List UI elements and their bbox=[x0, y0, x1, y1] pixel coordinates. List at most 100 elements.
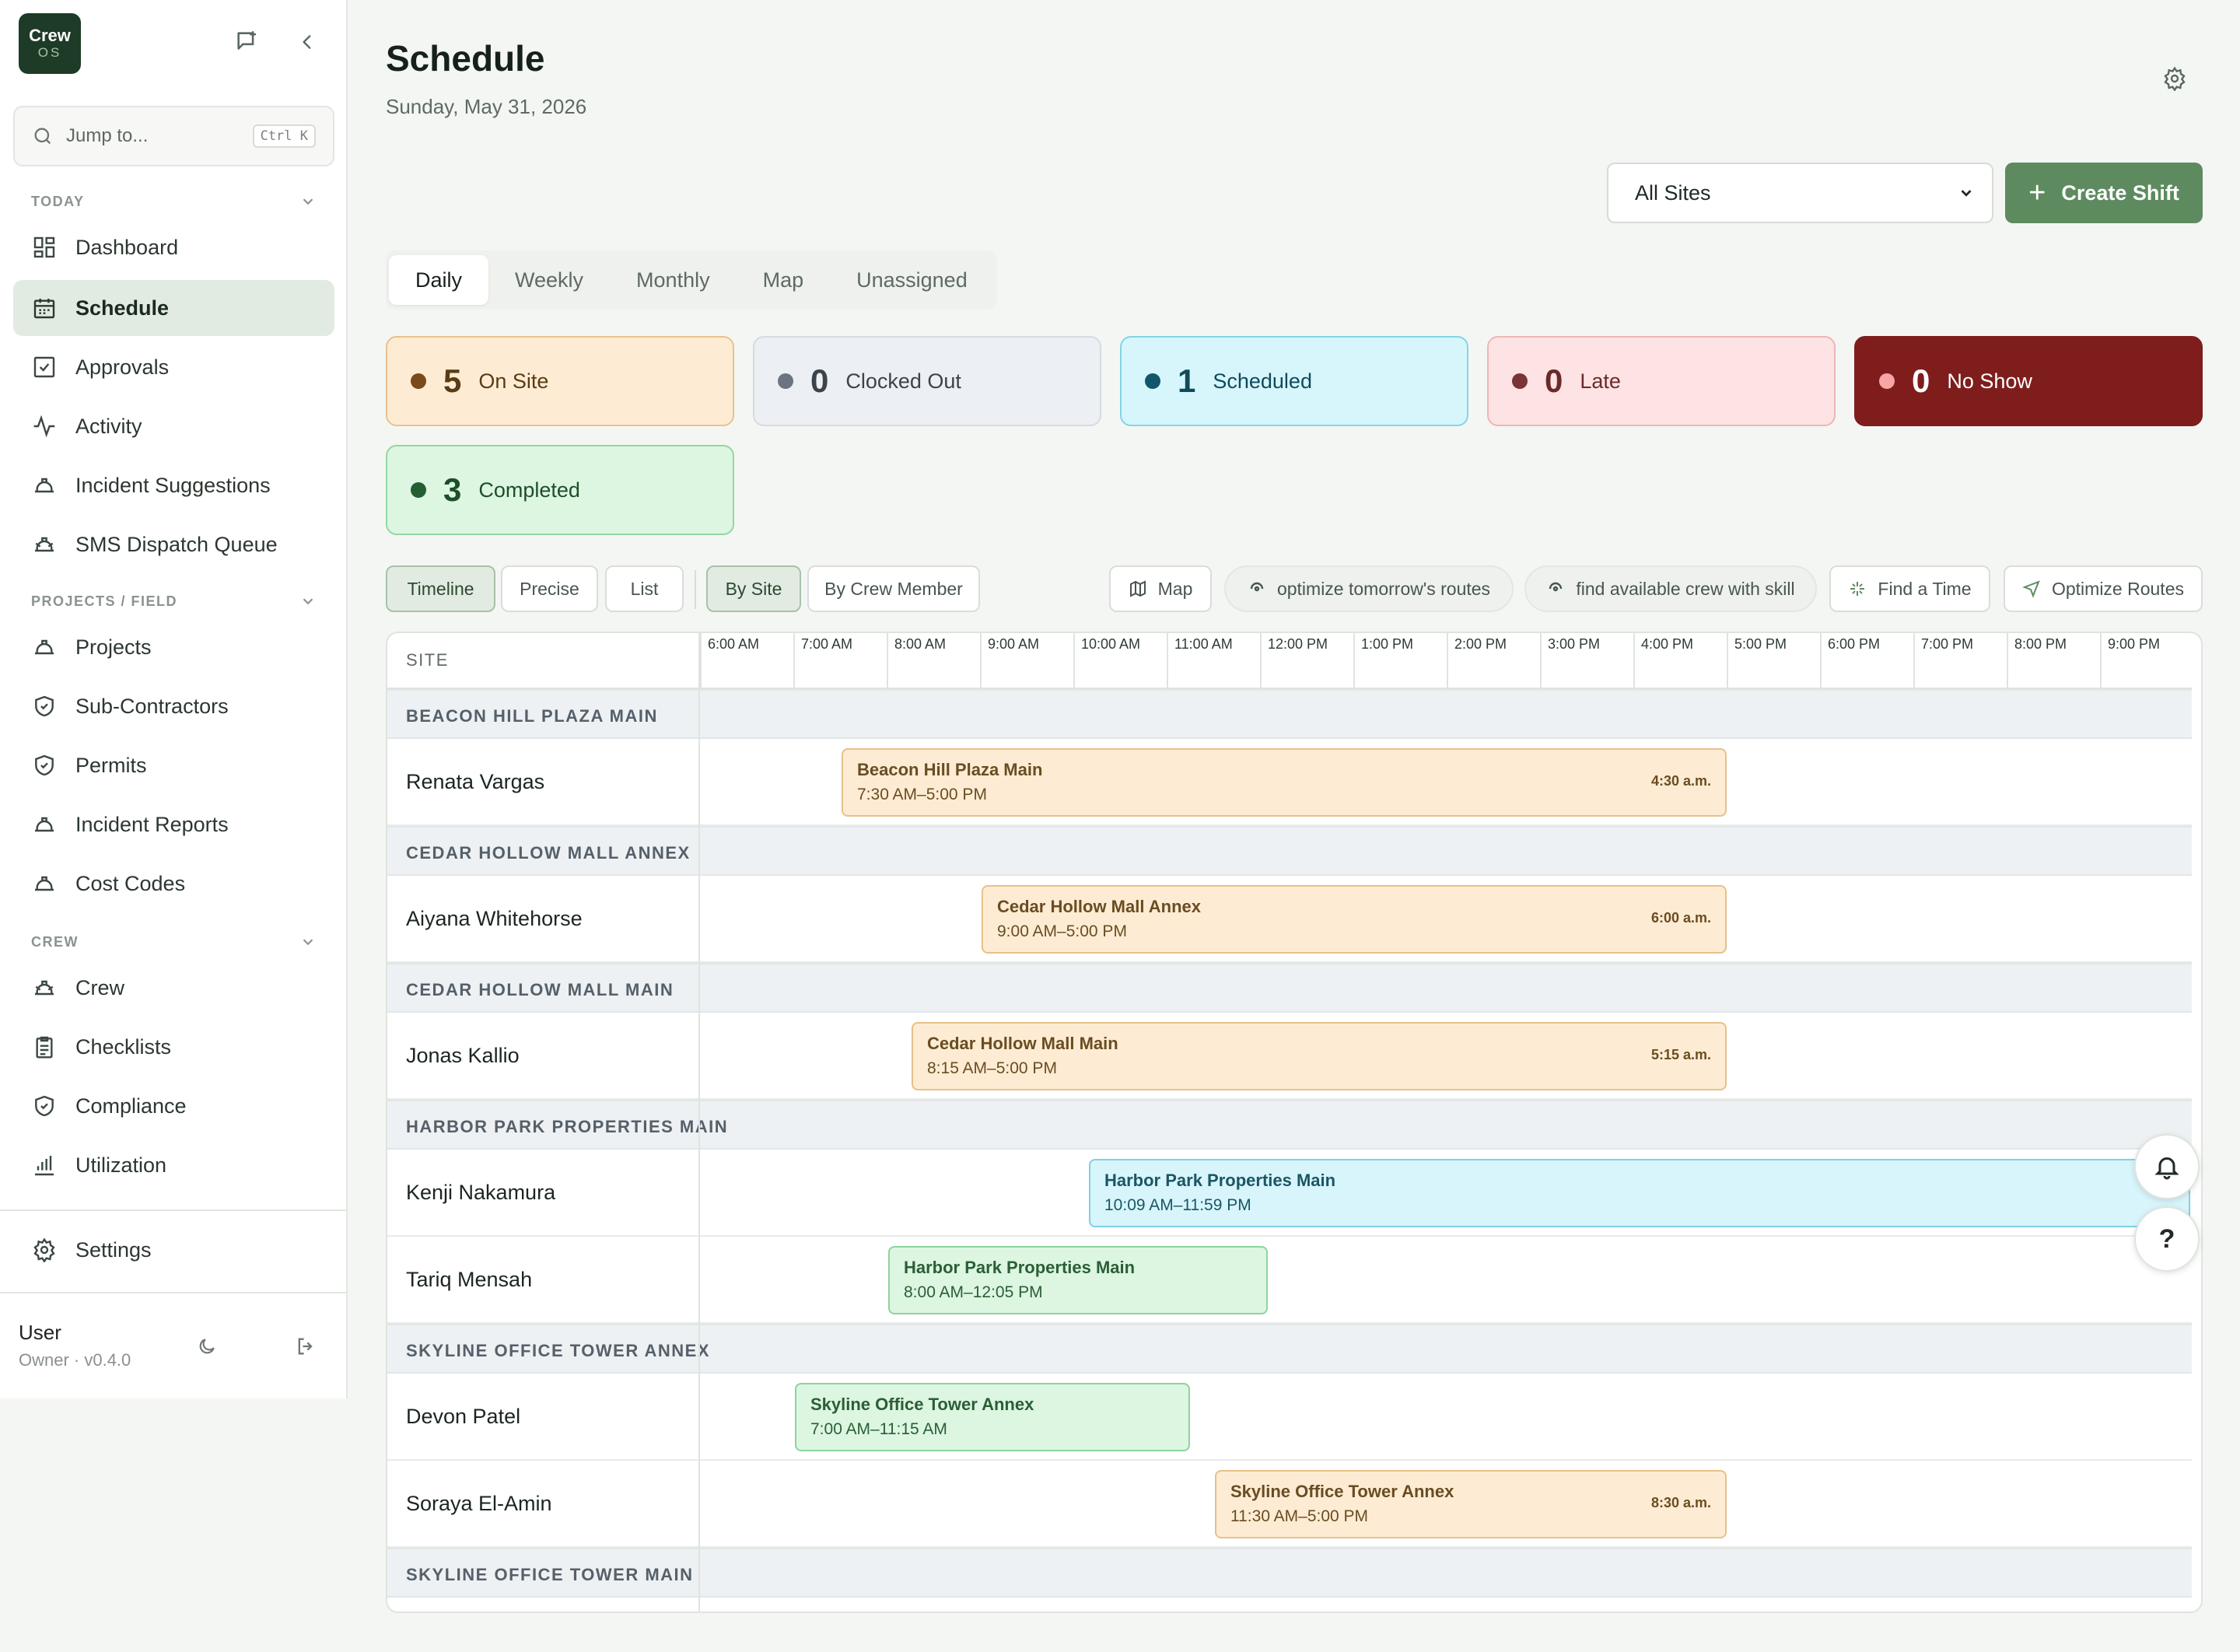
sidebar-item-approvals[interactable]: Approvals bbox=[13, 339, 334, 395]
sidebar-divider bbox=[0, 1209, 348, 1211]
optimize-tomorrow-label: optimize tomorrow's routes bbox=[1276, 578, 1491, 599]
stat-count: 0 bbox=[810, 362, 829, 399]
help-button[interactable]: ? bbox=[2134, 1206, 2200, 1272]
hard-hat-icon bbox=[35, 537, 54, 552]
shift-block[interactable]: Harbor Park Properties Main 8:00 AM–12:05… bbox=[888, 1246, 1268, 1314]
crew-member-name[interactable]: Kenji Nakamura bbox=[406, 1181, 556, 1204]
site-group-header[interactable]: SKYLINE OFFICE TOWER MAIN bbox=[387, 1548, 2192, 1598]
feedback-icon[interactable] bbox=[232, 26, 263, 58]
section-today[interactable]: TODAY bbox=[31, 193, 317, 210]
tab-map[interactable]: Map bbox=[762, 268, 804, 292]
site-group-header[interactable]: HARBOR PARK PROPERTIES MAIN bbox=[387, 1100, 2192, 1150]
crew-member-name[interactable]: Aiyana Whitehorse bbox=[406, 907, 583, 930]
crew-row: Tariq Mensah Harbor Park Properties Main 8… bbox=[387, 1237, 2192, 1324]
status-dot bbox=[1879, 373, 1895, 389]
by-site-button[interactable]: By Site bbox=[706, 565, 801, 612]
section-projects-field[interactable]: PROJECTS / FIELD bbox=[31, 593, 317, 610]
sidebar-item-compliance[interactable]: Compliance bbox=[13, 1078, 334, 1134]
site-group-header[interactable]: SKYLINE OFFICE TOWER ANNEX bbox=[387, 1324, 2192, 1374]
sidebar-item-incident-suggestions[interactable]: Incident Suggestions bbox=[13, 457, 334, 513]
timeline-header: SITE 6:00 AM 7:00 AM 8:00 AM 9:00 AM 10:00 A… bbox=[387, 633, 2192, 689]
hour-label: 10:00 AM bbox=[1073, 633, 1167, 689]
crew-member-name[interactable]: Jonas Kallio bbox=[406, 1044, 520, 1067]
stat-card-completed[interactable]: 3 Completed bbox=[386, 445, 734, 535]
list-mode-button[interactable]: List bbox=[605, 565, 684, 612]
hard-hat-icon bbox=[35, 876, 54, 891]
sidebar-item-cost-codes[interactable]: Cost Codes bbox=[13, 856, 334, 912]
site-group-header[interactable]: CEDAR HOLLOW MALL MAIN bbox=[387, 963, 2192, 1013]
shift-block[interactable]: Cedar Hollow Mall Main 8:15 AM–5:00 PM 5:1… bbox=[912, 1022, 1727, 1090]
timeline-mode-button[interactable]: Timeline bbox=[386, 565, 495, 612]
sidebar-item-checklists[interactable]: Checklists bbox=[13, 1019, 334, 1075]
page-settings-gear-icon[interactable] bbox=[2162, 66, 2193, 97]
find-crew-suggestion[interactable]: find available crew with skill bbox=[1524, 565, 1817, 612]
stat-card-no-show[interactable]: 0 No Show bbox=[1854, 336, 2203, 426]
notifications-bell-icon[interactable] bbox=[2134, 1134, 2200, 1199]
sidebar-item-utilization[interactable]: Utilization bbox=[13, 1137, 334, 1193]
crew-member-name[interactable]: Renata Vargas bbox=[406, 770, 545, 793]
tab-weekly[interactable]: Weekly bbox=[515, 268, 584, 292]
check-square-icon bbox=[33, 356, 55, 378]
brand-logo-text: Crew bbox=[29, 26, 71, 45]
shift-block[interactable]: Beacon Hill Plaza Main 7:30 AM–5:00 PM 4:3… bbox=[842, 748, 1727, 817]
optimize-routes-button[interactable]: Optimize Routes bbox=[2004, 565, 2203, 612]
site-group-header[interactable]: CEDAR HOLLOW MALL ANNEX bbox=[387, 826, 2192, 876]
dashboard-icon bbox=[33, 236, 55, 258]
sidebar-item-crew[interactable]: Crew bbox=[13, 960, 334, 1016]
shift-title: Skyline Office Tower Annex bbox=[810, 1395, 1034, 1414]
sidebar-item-sms-dispatch[interactable]: SMS Dispatch Queue bbox=[13, 516, 334, 572]
theme-toggle-moon-icon[interactable] bbox=[191, 1331, 222, 1362]
tab-unassigned[interactable]: Unassigned bbox=[856, 268, 968, 292]
brand-logo[interactable]: Crew OS bbox=[19, 13, 81, 74]
crew-member-name[interactable]: Tariq Mensah bbox=[406, 1268, 533, 1291]
sidebar-item-sub-contractors[interactable]: Sub-Contractors bbox=[13, 678, 334, 734]
shift-block[interactable]: Cedar Hollow Mall Annex 9:00 AM–5:00 PM 6:… bbox=[982, 885, 1727, 954]
optimize-tomorrow-suggestion[interactable]: optimize tomorrow's routes bbox=[1224, 565, 1514, 612]
status-dot bbox=[1145, 373, 1160, 389]
site-filter-select[interactable]: All Sites bbox=[1607, 163, 1993, 223]
hour-label: 1:00 PM bbox=[1353, 633, 1447, 689]
create-shift-button[interactable]: + Create Shift bbox=[2005, 163, 2203, 223]
shift-title: Cedar Hollow Mall Annex bbox=[997, 897, 1202, 916]
map-button[interactable]: Map bbox=[1109, 565, 1212, 612]
find-a-time-button[interactable]: Find a Time bbox=[1829, 565, 1990, 612]
sidebar-item-schedule[interactable]: Schedule bbox=[13, 280, 334, 336]
section-crew[interactable]: CREW bbox=[31, 933, 317, 950]
crew-row: Renata Vargas Beacon Hill Plaza Main 7:30 … bbox=[387, 739, 2192, 826]
crew-member-name[interactable]: Soraya El-Amin bbox=[406, 1492, 552, 1515]
status-dot bbox=[411, 373, 426, 389]
page-title: Schedule bbox=[386, 38, 545, 79]
logout-icon[interactable] bbox=[290, 1331, 321, 1362]
crew-member-name[interactable]: Devon Patel bbox=[406, 1405, 521, 1428]
sidebar-item-incident-reports[interactable]: Incident Reports bbox=[13, 796, 334, 852]
section-label: TODAY bbox=[31, 193, 85, 209]
site-column-header: SITE bbox=[406, 650, 449, 670]
sidebar-item-activity[interactable]: Activity bbox=[13, 398, 334, 454]
shift-time-range: 8:00 AM–12:05 PM bbox=[904, 1283, 1043, 1301]
find-a-time-label: Find a Time bbox=[1878, 578, 1972, 599]
shift-title: Beacon Hill Plaza Main bbox=[857, 760, 1043, 779]
tab-daily[interactable]: Daily bbox=[389, 255, 489, 305]
shift-block[interactable]: Skyline Office Tower Annex 7:00 AM–11:15 … bbox=[795, 1383, 1190, 1451]
collapse-sidebar-icon[interactable] bbox=[292, 26, 323, 58]
hard-hat-icon bbox=[35, 817, 54, 832]
stat-card-scheduled[interactable]: 1 Scheduled bbox=[1120, 336, 1468, 426]
stat-card-late[interactable]: 0 Late bbox=[1487, 336, 1836, 426]
brand-logo-subtext: OS bbox=[37, 45, 62, 60]
sidebar-item-settings[interactable]: Settings bbox=[13, 1222, 334, 1278]
sidebar-item-projects[interactable]: Projects bbox=[13, 619, 334, 675]
tab-monthly[interactable]: Monthly bbox=[636, 268, 710, 292]
sidebar-item-dashboard[interactable]: Dashboard bbox=[13, 219, 334, 275]
sidebar-item-permits[interactable]: Permits bbox=[13, 737, 334, 793]
navigation-arrow-icon bbox=[2022, 580, 2040, 598]
stat-card-on-site[interactable]: 5 On Site bbox=[386, 336, 734, 426]
stat-card-clocked-out[interactable]: 0 Clocked Out bbox=[753, 336, 1101, 426]
shift-block[interactable]: Harbor Park Properties Main 10:09 AM–11:5… bbox=[1089, 1159, 2190, 1227]
stat-count: 5 bbox=[443, 362, 462, 399]
shift-block[interactable]: Skyline Office Tower Annex 11:30 AM–5:00 … bbox=[1215, 1470, 1727, 1538]
site-group-header[interactable]: BEACON HILL PLAZA MAIN bbox=[387, 689, 2192, 739]
stat-count: 3 bbox=[443, 471, 462, 508]
jump-to-search[interactable]: Jump to... Ctrl K bbox=[13, 106, 334, 166]
by-crew-member-button[interactable]: By Crew Member bbox=[807, 565, 980, 612]
precise-mode-button[interactable]: Precise bbox=[501, 565, 598, 612]
